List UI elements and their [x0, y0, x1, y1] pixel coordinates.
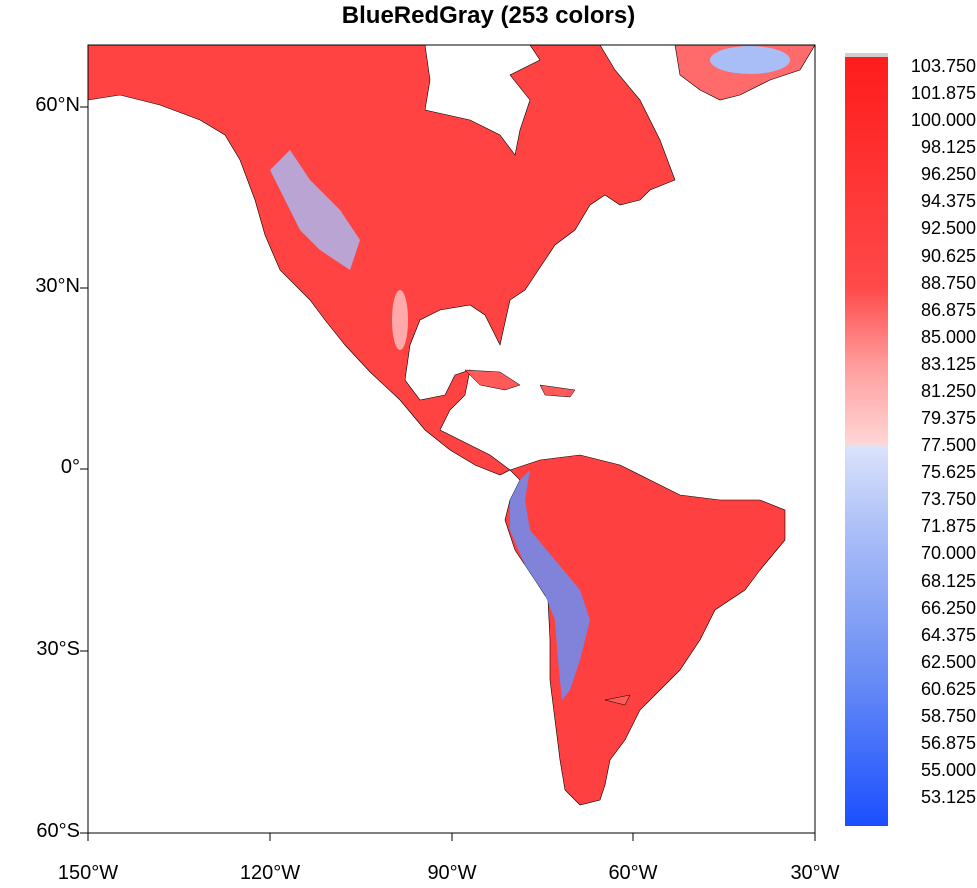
colorbar-label: 100.000	[910, 110, 976, 131]
colorbar-label: 88.750	[920, 272, 976, 293]
colorbar-gradient	[845, 57, 888, 826]
y-tick-label: 60°N	[35, 94, 80, 116]
colorbar-label: 83.125	[920, 353, 976, 374]
colorbar-label: 77.500	[920, 435, 976, 456]
colorbar-label: 85.000	[920, 326, 976, 347]
colorbar-label: 94.375	[920, 191, 976, 212]
colorbar-label: 86.875	[920, 299, 976, 320]
colorbar-label: 92.500	[920, 218, 976, 239]
colorbar-label: 62.500	[920, 651, 976, 672]
x-tick-label: 30°W	[790, 862, 840, 884]
colorbar-label: 66.250	[920, 597, 976, 618]
colorbar-label: 71.875	[920, 516, 976, 537]
south-america	[504, 454, 786, 806]
colorbar-label: 103.750	[910, 56, 976, 76]
x-tick-label: 150°W	[57, 862, 119, 884]
colorbar-label: 75.625	[920, 462, 976, 483]
colorbar-label: 56.875	[920, 733, 976, 753]
colorbar-label: 96.250	[920, 164, 976, 185]
x-tick-label: 60°W	[608, 862, 658, 884]
colorbar-label: 81.250	[920, 380, 976, 401]
x-tick-label: 90°W	[427, 862, 477, 884]
y-tick-label: 0°	[60, 456, 80, 478]
colorbar-label: 60.625	[920, 678, 976, 699]
colorbar-label: 70.000	[920, 543, 976, 564]
colorbar-label: 90.625	[920, 245, 976, 266]
y-tick-label: 60°S	[36, 820, 80, 842]
x-tick-label: 120°W	[239, 862, 301, 884]
y-tick-label: 30°S	[36, 638, 80, 660]
colorbar-label: 79.375	[920, 408, 976, 429]
andes-highland	[510, 470, 590, 700]
rockies-highland	[270, 150, 360, 270]
colorbar-label: 64.375	[920, 624, 976, 645]
north-america	[88, 45, 676, 476]
plot-title: BlueRedGray (253 colors)	[341, 2, 636, 29]
colorbar-label: 73.750	[920, 489, 976, 510]
colorbar-label: 98.125	[920, 137, 976, 158]
y-tick-label: 30°N	[35, 275, 80, 297]
missing-value-swatch	[845, 53, 888, 57]
colorbar-label: 53.125	[920, 787, 976, 808]
colorbar	[845, 53, 888, 826]
colorbar-label: 68.125	[920, 570, 976, 591]
colorbar-label: 101.875	[910, 83, 976, 104]
colorbar-label: 55.000	[920, 760, 976, 781]
colorbar-label: 58.750	[920, 705, 976, 726]
